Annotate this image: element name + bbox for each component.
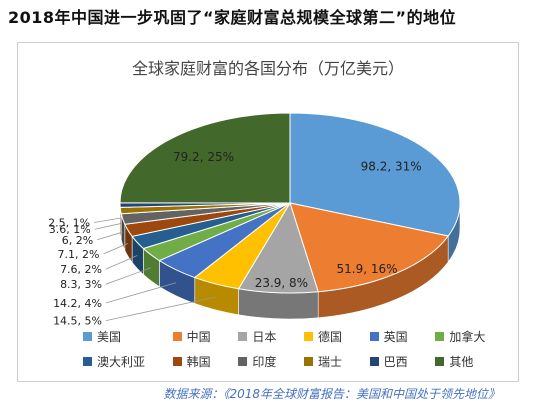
legend-item-美国: 美国 (83, 328, 163, 345)
leader-line-澳大利亚 (105, 255, 138, 270)
legend-item-澳大利亚: 澳大利亚 (83, 353, 163, 370)
leader-line-德国 (105, 296, 216, 321)
legend-swatch (238, 357, 248, 366)
legend-item-瑞士: 瑞士 (303, 353, 360, 370)
pie-side-walls (119, 202, 461, 320)
legend-item-其他: 其他 (435, 353, 503, 370)
chart-title: 全球家庭财富的各国分布（万亿美元） (131, 59, 404, 78)
legend-label: 英国 (383, 330, 408, 344)
legend-swatch (172, 332, 182, 341)
leader-line-加拿大 (105, 267, 152, 285)
legend-item-英国: 英国 (369, 328, 426, 345)
pie-slice-其他 (119, 112, 291, 204)
legend-label: 印度 (252, 355, 277, 369)
legend-label: 其他 (449, 355, 474, 369)
legend-swatch (303, 357, 313, 366)
legend-swatch (369, 357, 379, 366)
data-label-瑞士: 3.6, 1% (49, 223, 91, 236)
data-label-巴西: 2.5, 1% (48, 216, 90, 229)
legend-item-德国: 德国 (303, 328, 360, 345)
legend-swatch (369, 332, 379, 341)
pie-slices (119, 112, 461, 294)
data-label-英国: 14.2, 4% (53, 297, 102, 310)
legend-label: 瑞士 (317, 355, 342, 369)
leader-line-瑞士 (94, 223, 121, 230)
legend-swatch (83, 332, 92, 341)
legend-label: 澳大利亚 (97, 355, 146, 369)
legend-label: 韩国 (186, 355, 211, 369)
data-label-澳大利亚: 7.6, 2% (60, 263, 102, 276)
pie-slice-美国 (289, 112, 461, 237)
data-label-印度: 6, 2% (62, 234, 93, 247)
legend-swatch (303, 332, 313, 341)
legend-label: 巴西 (383, 355, 408, 369)
leader-line-韩国 (103, 243, 129, 255)
data-label-韩国: 7.1, 2% (58, 248, 100, 261)
pie-slice-中国 (289, 202, 450, 293)
chart-legend: 美国 中国 日本 德国 英国 加拿大澳大利亚 韩国 印度 瑞士 巴西 其他 (83, 328, 503, 370)
legend-item-印度: 印度 (238, 353, 294, 370)
leader-line-英国 (105, 282, 177, 304)
data-label-加拿大: 8.3, 3% (60, 278, 102, 291)
data-source-note: 数据来源：《2018年全球财富报告：美国和中国处于领先地位》 (163, 387, 500, 401)
legend-label: 美国 (97, 330, 122, 344)
legend-item-加拿大: 加拿大 (435, 328, 503, 345)
pie-chart: 98.2, 31% 51.9, 16% 23.9, 8% 14.5, 5% 14.2, … (48, 112, 461, 328)
legend-item-韩国: 韩国 (172, 353, 229, 370)
legend-swatch (435, 357, 445, 366)
legend-label: 日本 (252, 330, 277, 344)
leader-line-巴西 (93, 217, 121, 223)
pie-data-labels: 98.2, 31% 51.9, 16% 23.9, 8% 14.5, 5% 14.2, … (48, 150, 422, 327)
legend-label: 加拿大 (449, 330, 486, 344)
data-label-美国: 98.2, 31% (361, 160, 422, 174)
legend-swatch (238, 332, 248, 341)
legend-item-中国: 中国 (172, 328, 229, 345)
data-label-中国: 51.9, 16% (337, 262, 398, 276)
legend-item-巴西: 巴西 (369, 353, 426, 370)
data-label-日本: 23.9, 8% (255, 276, 308, 290)
legend-swatch (172, 357, 182, 366)
data-label-其他: 79.2, 25% (173, 150, 234, 164)
legend-item-日本: 日本 (238, 328, 294, 345)
legend-swatch (435, 332, 445, 341)
legend-label: 德国 (317, 330, 342, 344)
legend-label: 中国 (186, 330, 211, 344)
legend-swatch (83, 357, 92, 366)
data-label-德国: 14.5, 5% (53, 315, 102, 328)
leader-line-印度 (97, 231, 123, 241)
page-headline: 2018年中国进一步巩固了“家庭财富总规模全球第二”的地位 (8, 8, 457, 27)
chart-container: 全球家庭财富的各国分布（万亿美元） 98.2, 31% 51.9, 16% 23.9… (17, 42, 519, 382)
